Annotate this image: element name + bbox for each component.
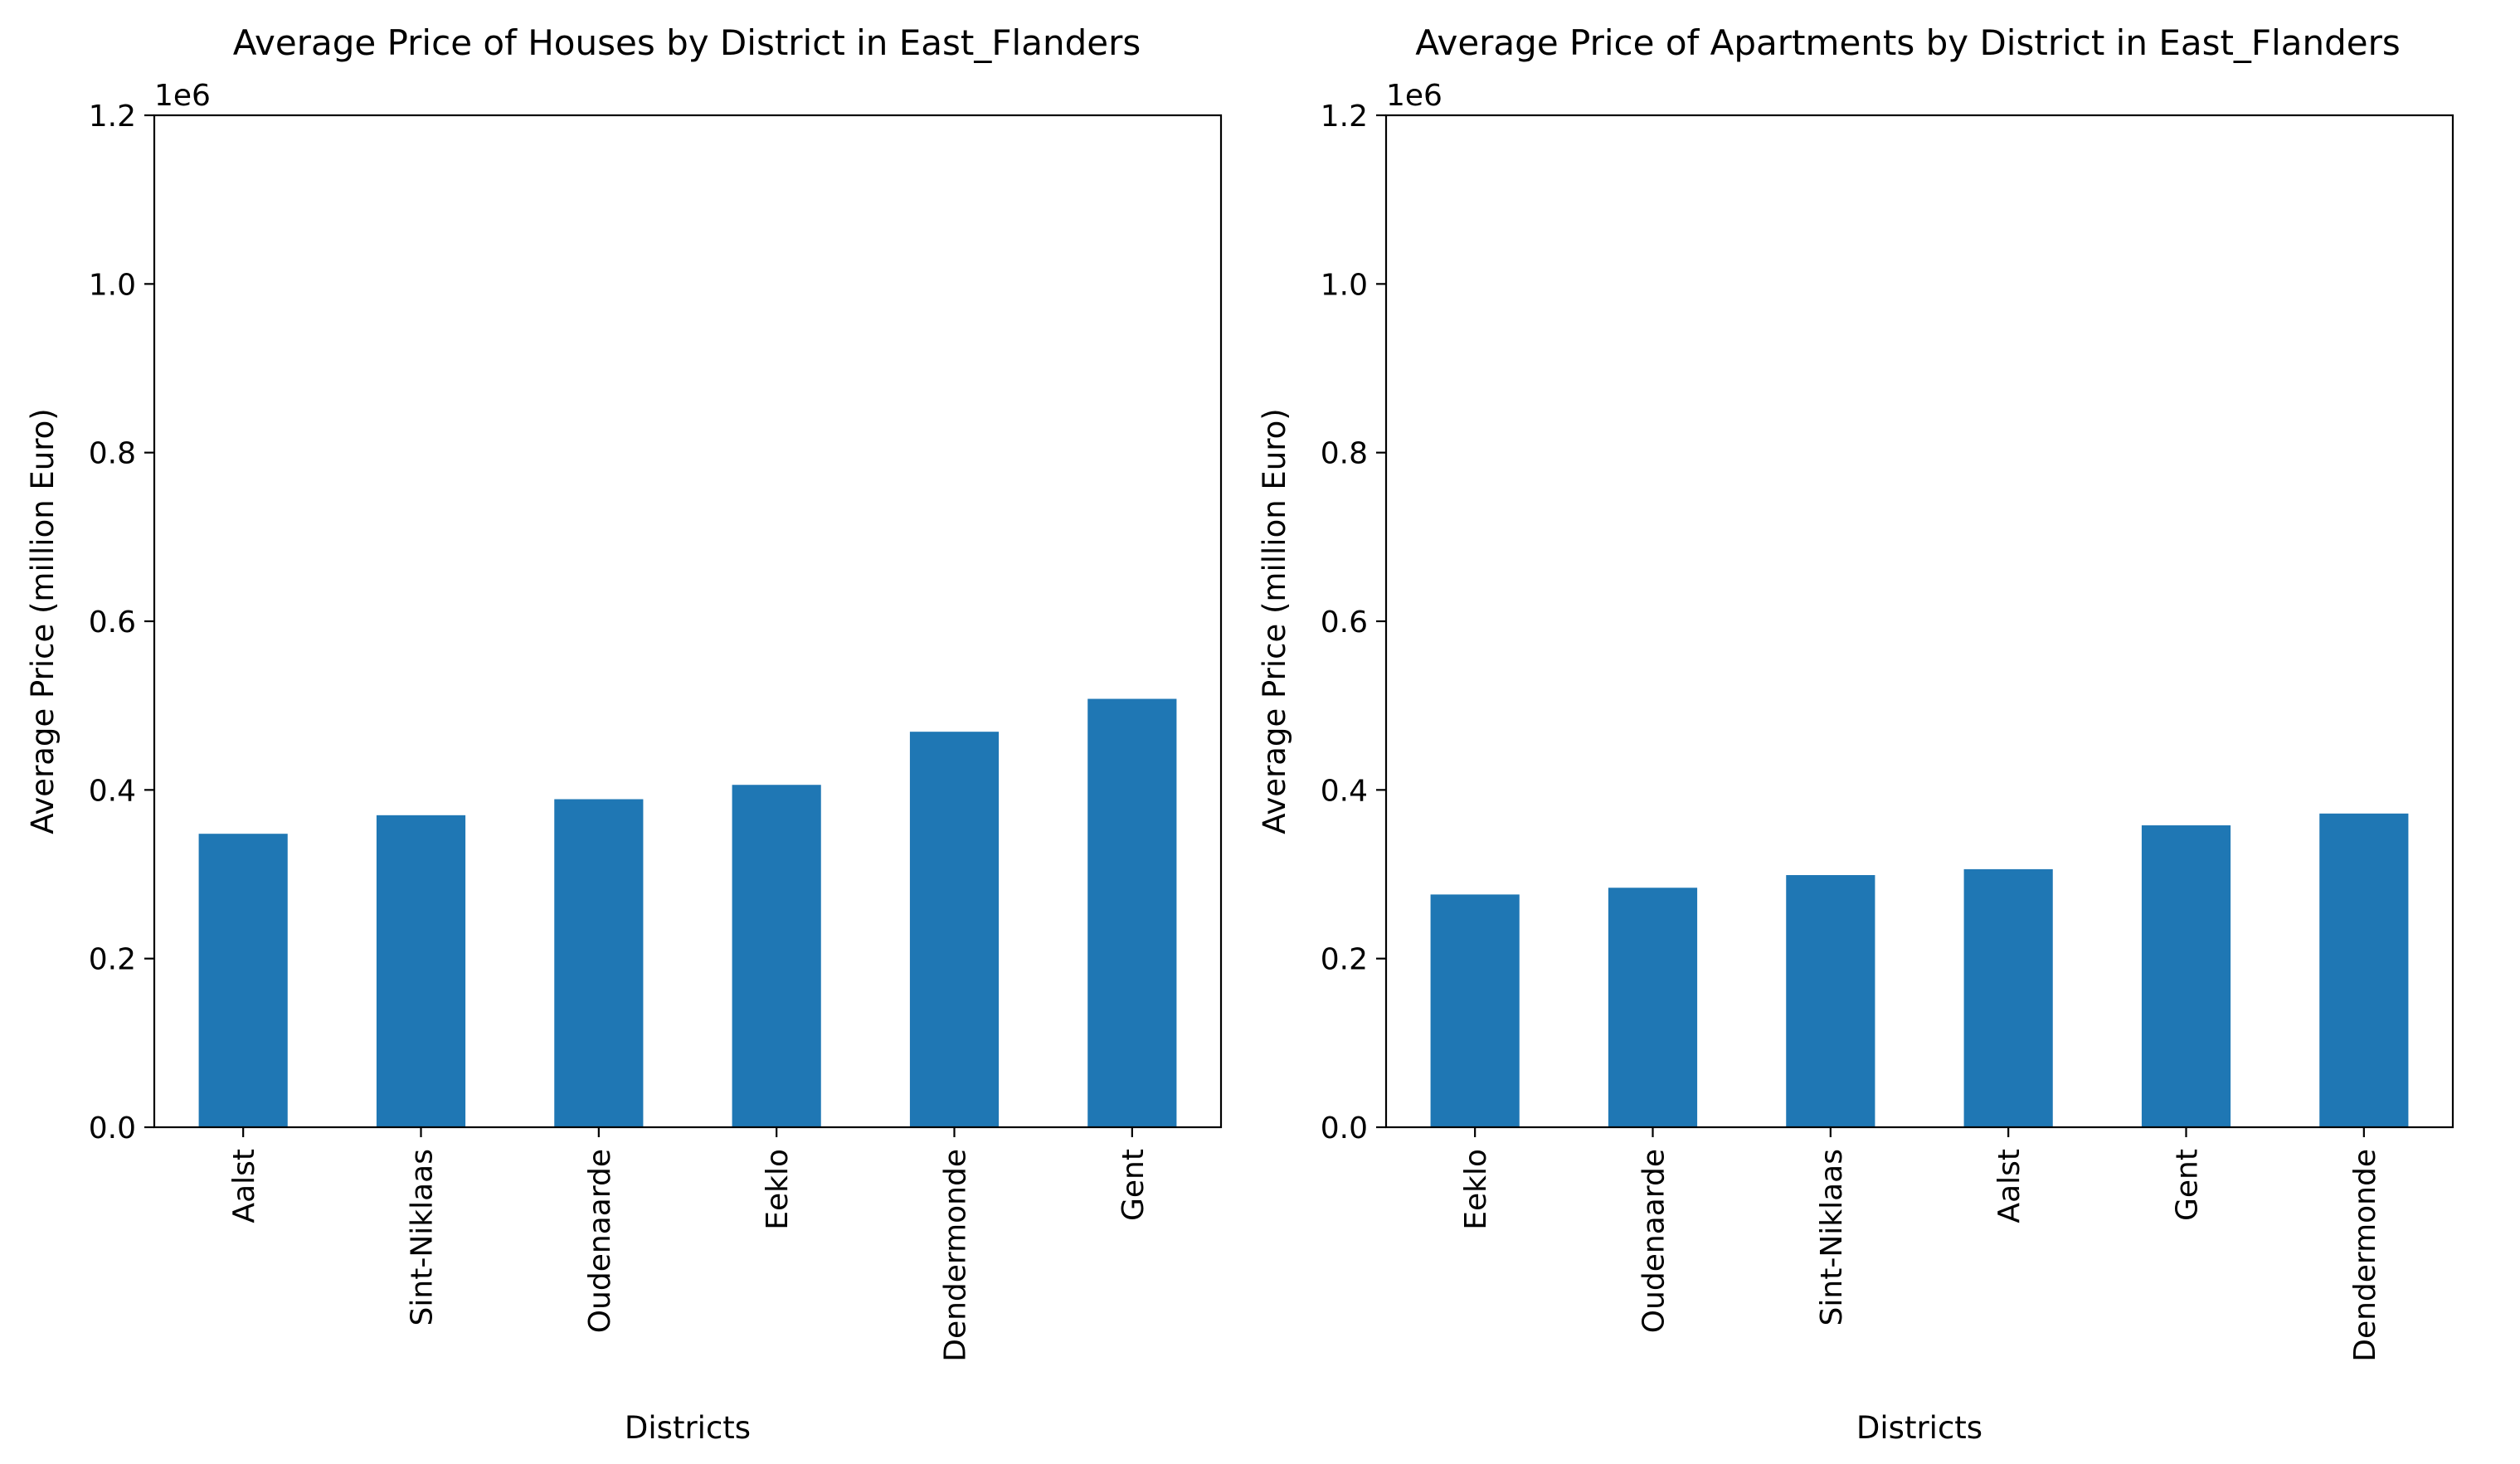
x-tick-label: Sint-Niklaas xyxy=(406,1149,440,1325)
y-axis-label: Average Price (million Euro) xyxy=(1257,408,1292,834)
y-tick-label: 0.8 xyxy=(89,437,136,471)
y-offset-label: 1e6 xyxy=(154,79,211,113)
bar-gent xyxy=(1087,698,1177,1127)
x-tick-label: Oudenaarde xyxy=(583,1149,617,1333)
y-tick-label: 0.2 xyxy=(1321,943,1368,977)
x-axis-label: Districts xyxy=(625,1410,751,1446)
x-tick-label: Aalst xyxy=(1992,1149,2026,1223)
y-tick-label: 1.0 xyxy=(1321,268,1368,302)
houses-chart: Average Price of Houses by District in E… xyxy=(25,22,1223,1446)
bar-dendermonde xyxy=(909,732,1000,1127)
y-tick-label: 0.0 xyxy=(89,1111,136,1145)
x-tick-label: Gent xyxy=(1116,1149,1151,1221)
bar-dendermonde xyxy=(2319,813,2409,1127)
y-tick-label: 0.8 xyxy=(1321,437,1368,471)
chart-title: Average Price of Houses by District in E… xyxy=(233,22,1141,63)
bar-aalst xyxy=(1963,868,2053,1127)
x-tick-label: Sint-Niklaas xyxy=(1815,1149,1849,1325)
y-tick-label: 0.2 xyxy=(89,943,136,977)
x-tick-label: Eeklo xyxy=(1459,1149,1493,1230)
bar-aalst xyxy=(198,834,288,1127)
bar-gent xyxy=(2141,825,2231,1127)
y-tick-label: 1.2 xyxy=(1321,100,1368,134)
y-tick-label: 1.0 xyxy=(89,268,136,302)
bar-sint-niklaas xyxy=(1786,875,1875,1127)
x-tick-label: Eeklo xyxy=(761,1149,795,1230)
axes-frame xyxy=(1384,114,2454,1129)
chart-title: Average Price of Apartments by District … xyxy=(1415,22,2401,63)
y-tick-label: 0.4 xyxy=(1321,774,1368,808)
bar-sint-niklaas xyxy=(376,815,466,1127)
x-tick-label: Gent xyxy=(2171,1149,2205,1221)
y-tick-label: 0.4 xyxy=(89,774,136,808)
x-tick-label: Aalst xyxy=(227,1149,261,1223)
bar-eeklo xyxy=(732,785,821,1127)
x-tick-label: Oudenaarde xyxy=(1637,1149,1671,1333)
x-tick-label: Dendermonde xyxy=(939,1149,973,1362)
y-tick-label: 0.6 xyxy=(89,606,136,640)
y-offset-label: 1e6 xyxy=(1386,79,1442,113)
x-axis-label: Districts xyxy=(1856,1410,1982,1446)
y-tick-label: 0.6 xyxy=(1321,606,1368,640)
y-tick-label: 0.0 xyxy=(1321,1111,1368,1145)
axes-frame xyxy=(153,114,1223,1129)
x-tick-label: Dendermonde xyxy=(2348,1149,2382,1362)
apartments-chart: Average Price of Apartments by District … xyxy=(1257,22,2454,1446)
bar-eeklo xyxy=(1430,894,1520,1127)
y-axis-label: Average Price (million Euro) xyxy=(25,408,61,834)
bar-oudenaarde xyxy=(554,799,644,1127)
bar-oudenaarde xyxy=(1608,888,1698,1127)
y-tick-label: 1.2 xyxy=(89,100,136,134)
